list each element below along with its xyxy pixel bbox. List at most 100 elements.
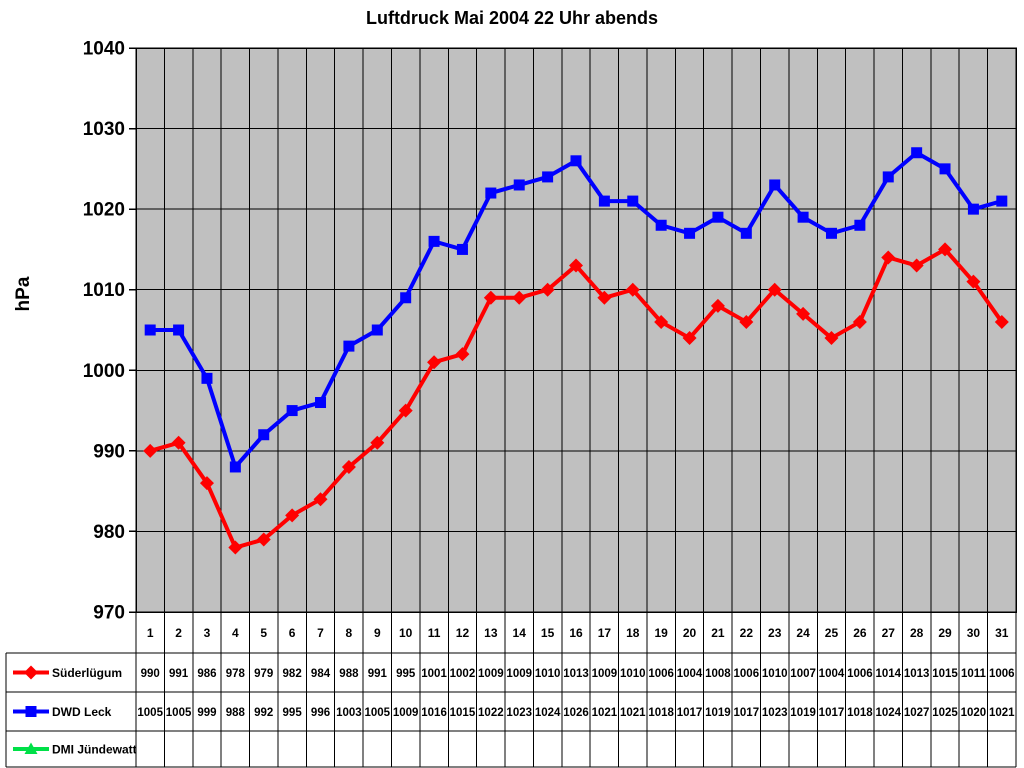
triangle-marker — [24, 742, 38, 754]
diamond-marker — [881, 250, 896, 265]
day-label: 25 — [825, 626, 839, 640]
table-value: 1006 — [989, 668, 1015, 680]
table-value: 995 — [283, 707, 303, 719]
diamond-marker — [341, 459, 356, 474]
diamond-marker — [398, 403, 413, 418]
diamond-marker — [427, 355, 442, 370]
square-marker — [769, 179, 781, 191]
table-value: 1006 — [847, 668, 873, 680]
square-marker — [201, 372, 213, 384]
table-value: 1024 — [875, 707, 901, 719]
day-label: 28 — [910, 626, 924, 640]
legend-label: DWD Leck — [52, 705, 112, 719]
table-value: 1002 — [450, 668, 476, 680]
y-tick-label: 1000 — [83, 361, 125, 382]
day-label: 18 — [626, 626, 640, 640]
day-label: 16 — [569, 626, 583, 640]
square-marker — [456, 243, 468, 255]
diamond-marker — [852, 314, 867, 329]
table-value: 1010 — [535, 668, 561, 680]
table-value: 999 — [197, 707, 216, 719]
table-value: 1004 — [819, 668, 845, 680]
table-value: 1026 — [563, 707, 589, 719]
day-label: 8 — [346, 626, 353, 640]
table-value: 1024 — [535, 707, 561, 719]
square-marker — [854, 219, 866, 231]
table-value: 984 — [311, 668, 331, 680]
square-marker — [911, 147, 923, 159]
table-value: 1006 — [648, 668, 674, 680]
table-value: 1019 — [705, 707, 731, 719]
table-value: 991 — [169, 668, 189, 680]
table-value: 1013 — [904, 668, 930, 680]
plot-area — [136, 48, 1016, 612]
diamond-marker — [938, 242, 953, 257]
diamond-marker — [370, 435, 385, 450]
table-value: 1005 — [364, 707, 390, 719]
table-value: 1023 — [506, 707, 532, 719]
table-value: 990 — [141, 668, 160, 680]
diamond-marker — [199, 476, 214, 491]
table-value: 979 — [254, 668, 273, 680]
table-value: 1016 — [421, 707, 447, 719]
diamond-marker — [966, 274, 981, 289]
table-value: 1004 — [677, 668, 703, 680]
diamond-marker — [256, 532, 271, 547]
diamond-marker — [909, 258, 924, 273]
diamond-marker — [143, 443, 158, 458]
table-value: 1015 — [450, 707, 476, 719]
table-value: 1027 — [904, 707, 930, 719]
table-value: 1010 — [620, 668, 646, 680]
table-value: 1005 — [137, 707, 163, 719]
table-value: 991 — [368, 668, 388, 680]
table-value: 1009 — [592, 668, 618, 680]
table-value: 1021 — [620, 707, 646, 719]
table-value: 1014 — [875, 668, 901, 680]
table-value: 1011 — [961, 668, 987, 680]
table-value: 995 — [396, 668, 416, 680]
day-label: 9 — [374, 626, 381, 640]
table-value: 1021 — [592, 707, 618, 719]
square-marker — [286, 405, 298, 417]
table-value: 1018 — [648, 707, 674, 719]
square-marker — [825, 227, 837, 239]
square-marker — [598, 195, 610, 207]
day-label: 22 — [740, 626, 754, 640]
diamond-marker — [710, 298, 725, 313]
day-label: 26 — [853, 626, 867, 640]
diamond-marker — [625, 282, 640, 297]
diamond-marker — [455, 347, 470, 362]
day-label: 17 — [598, 626, 612, 640]
diamond-marker — [767, 282, 782, 297]
y-tick-label: 1020 — [83, 200, 125, 221]
diamond-marker — [512, 290, 527, 305]
day-label: 29 — [938, 626, 952, 640]
day-label: 5 — [260, 626, 267, 640]
y-tick-label: 990 — [93, 441, 125, 462]
day-label: 31 — [995, 626, 1009, 640]
square-marker — [627, 195, 639, 207]
y-tick-label: 1040 — [83, 39, 125, 60]
diamond-marker — [569, 258, 583, 273]
table-value: 1023 — [762, 707, 788, 719]
diamond-marker — [171, 435, 186, 450]
square-marker — [343, 340, 355, 352]
day-label: 3 — [204, 626, 211, 640]
square-marker — [967, 203, 979, 215]
table-value: 1009 — [393, 707, 419, 719]
square-marker — [315, 397, 327, 409]
square-marker — [229, 461, 241, 473]
y-tick-label: 1010 — [83, 280, 125, 301]
table-value: 1015 — [932, 668, 958, 680]
square-marker — [258, 429, 270, 441]
table-value: 978 — [226, 668, 246, 680]
square-marker — [173, 324, 185, 336]
day-label: 27 — [882, 626, 896, 640]
day-label: 2 — [175, 626, 182, 640]
table-value: 982 — [283, 668, 302, 680]
square-marker — [485, 187, 497, 199]
table-value: 1003 — [336, 707, 362, 719]
square-marker — [797, 211, 809, 223]
table-value: 1001 — [421, 668, 447, 680]
